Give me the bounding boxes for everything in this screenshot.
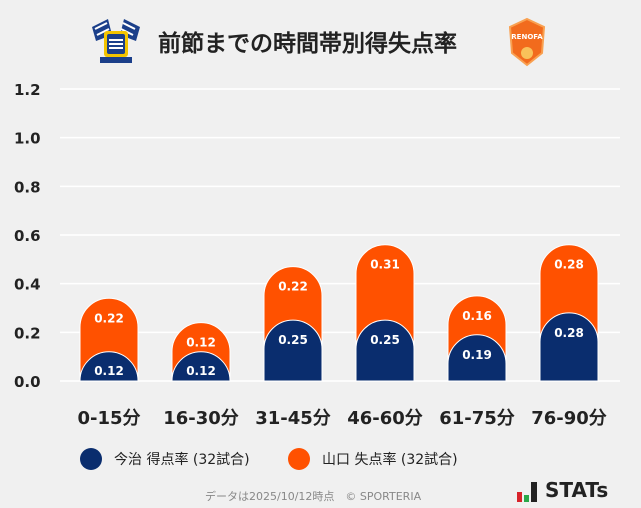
bar-chart: 0.0 0.2 0.4 0.6 0.8 1.0 1.2 0.22 0.12 0-15分 0.12 0.… [14, 81, 620, 429]
bar-home [263, 319, 323, 382]
y-tick-label: 1.2 [14, 81, 41, 99]
bar-home [79, 351, 139, 382]
legend-away-swatch [288, 448, 310, 470]
x-tick-label: 0-15分 [77, 408, 140, 429]
stats-brand-text: STATs [545, 478, 609, 502]
bar-home [539, 312, 599, 382]
data-label-home: 0.25 [278, 333, 308, 347]
data-label-home: 0.12 [94, 364, 124, 378]
x-tick-label: 16-30分 [163, 408, 239, 429]
legend-home-swatch [80, 448, 102, 470]
bar-home [171, 351, 231, 382]
legend-away: 山口 失点率 (32試合) [288, 448, 458, 470]
y-tick-label: 0.0 [14, 373, 41, 391]
legend-away-label: 山口 失点率 (32試合) [322, 452, 458, 468]
renofa-logo: RENOFA [508, 17, 546, 67]
footer-note: データは2025/10/12時点 © SPORTERIA [205, 490, 422, 503]
x-tick-label: 76-90分 [531, 408, 607, 429]
x-tick-label: 31-45分 [255, 408, 331, 429]
chart-title: 前節までの時間帯別得失点率 [158, 31, 457, 57]
data-label-home: 0.19 [462, 348, 492, 362]
x-tick-label: 46-60分 [347, 408, 423, 429]
stats-logo-icon [517, 482, 537, 502]
data-label-away: 0.16 [462, 309, 492, 323]
legend-home: 今治 得点率 (32試合) [80, 448, 250, 470]
stats-brand: STATs [517, 478, 608, 502]
imabari-crest-logo [92, 19, 140, 63]
y-tick-label: 1.0 [14, 130, 41, 148]
data-label-home: 0.28 [554, 326, 584, 340]
data-label-home: 0.12 [186, 364, 216, 378]
y-tick-label: 0.4 [14, 276, 41, 294]
bar-home [447, 334, 507, 382]
data-label-away: 0.22 [278, 280, 308, 294]
data-label-home: 0.25 [370, 333, 400, 347]
data-label-away: 0.22 [94, 311, 124, 325]
y-tick-label: 0.2 [14, 324, 41, 342]
y-tick-label: 0.8 [14, 178, 41, 196]
x-tick-label: 61-75分 [439, 408, 515, 429]
bar-home [355, 319, 415, 382]
svg-text:RENOFA: RENOFA [511, 33, 543, 41]
data-label-away: 0.31 [370, 258, 400, 272]
data-label-away: 0.12 [186, 336, 216, 350]
y-tick-label: 0.6 [14, 227, 41, 245]
legend-home-label: 今治 得点率 (32試合) [114, 452, 250, 468]
data-label-away: 0.28 [554, 258, 584, 272]
